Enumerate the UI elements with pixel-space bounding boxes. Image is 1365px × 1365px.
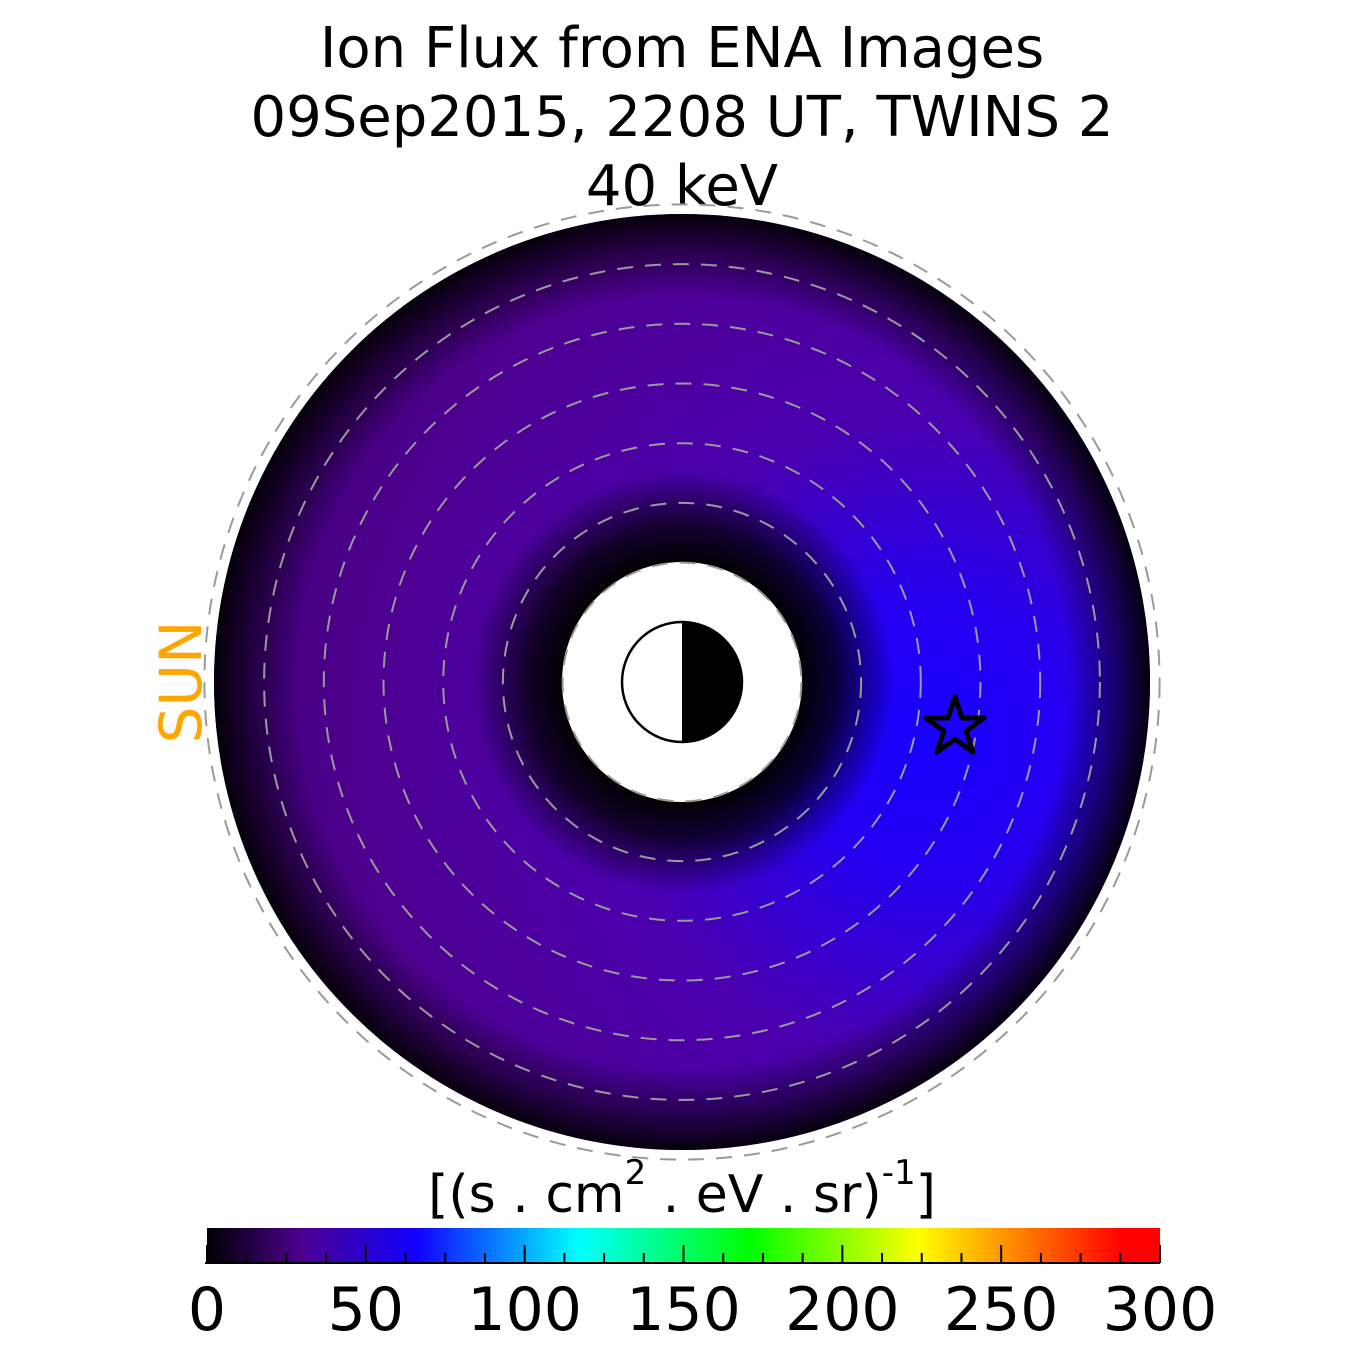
earth-night-side xyxy=(682,622,742,742)
l-shell-circle-2 xyxy=(561,561,803,803)
colorbar-tick-label: 250 xyxy=(944,1275,1059,1345)
colorbar-tick-label: 150 xyxy=(626,1275,741,1345)
colorbar-ticks xyxy=(206,1245,1161,1263)
title-line-2: 09Sep2015, 2208 UT, TWINS 2 xyxy=(251,85,1114,150)
l-shell-circle-4 xyxy=(442,442,922,922)
chart-title: Ion Flux from ENA Images 09Sep2015, 2208… xyxy=(251,16,1114,219)
colorbar-unit-label: [(s . cm2 . eV . sr)-1] xyxy=(428,1153,936,1225)
colorbar: [(s . cm2 . eV . sr)-1] 0 50 100 150 200 250 3… xyxy=(188,1153,1217,1345)
earth-icon xyxy=(620,620,744,744)
l-shell-circle-3 xyxy=(501,501,863,863)
l-shell-circle-6 xyxy=(322,322,1042,1042)
colorbar-tick-labels: 0 50 100 150 200 250 300 xyxy=(188,1275,1217,1345)
title-line-3: 40 keV xyxy=(586,154,778,219)
l-shell-dashed-circles xyxy=(203,203,1161,1161)
colorbar-tick-label: 0 xyxy=(188,1275,226,1345)
sun-direction-label: SUN xyxy=(147,621,215,744)
l-shell-circle-8 xyxy=(203,203,1161,1161)
colorbar-tick-label: 50 xyxy=(328,1275,404,1345)
colorbar-tick-label: 100 xyxy=(467,1275,582,1345)
l-shell-circle-5 xyxy=(382,382,982,982)
l-shell-circle-7 xyxy=(263,263,1101,1101)
title-line-1: Ion Flux from ENA Images xyxy=(320,16,1044,81)
colorbar-tick-label: 200 xyxy=(785,1275,900,1345)
star-marker-icon xyxy=(923,694,987,755)
colorbar-tick-label: 300 xyxy=(1103,1275,1218,1345)
